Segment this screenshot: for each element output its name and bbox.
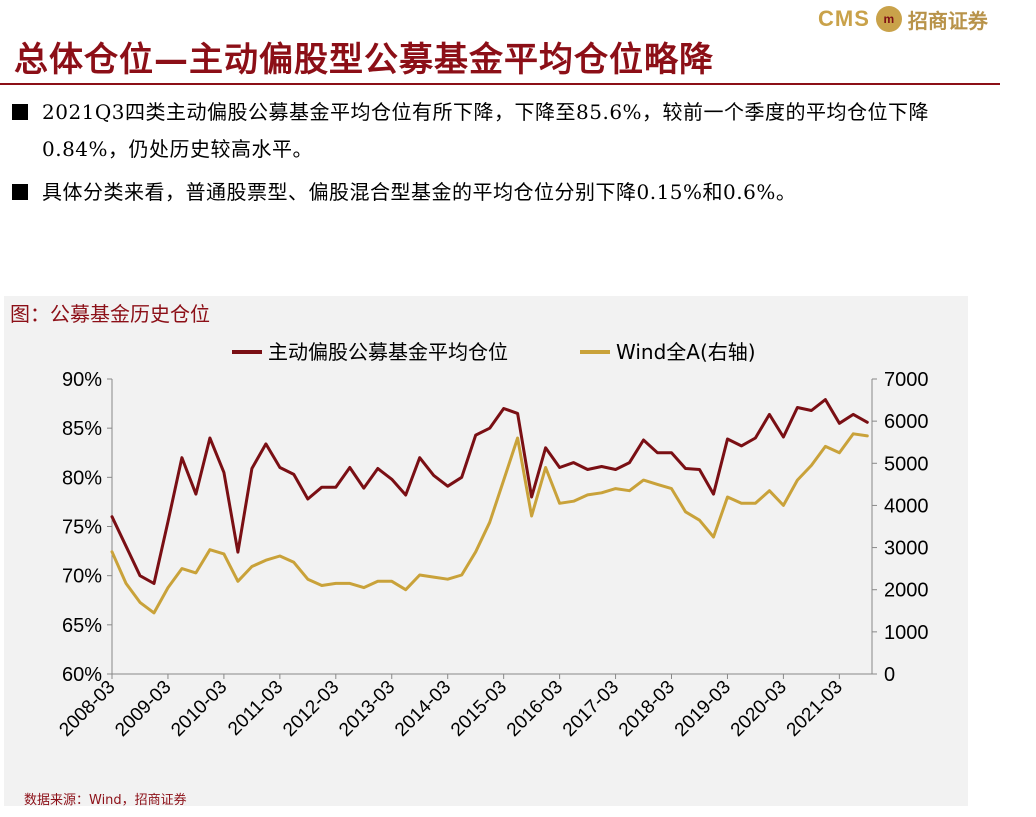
left-tick-label: 60% — [62, 664, 102, 686]
x-tick-label: 2014-03 — [391, 677, 455, 741]
bullet-list: 2021Q3四类主动偏股公募基金平均仓位有所下降，下降至85.6%，较前一个季度… — [12, 94, 1012, 217]
title-divider — [0, 83, 1000, 85]
left-tick-label: 65% — [62, 615, 102, 637]
right-tick-label: 7000 — [884, 369, 929, 391]
bullet-text: 具体分类来看，普通股票型、偏股混合型基金的平均仓位分别下降0.15%和0.6%。 — [42, 180, 797, 204]
left-tick-label: 70% — [62, 566, 102, 588]
square-bullet-icon — [12, 184, 28, 200]
right-tick-label: 5000 — [884, 453, 929, 475]
page-title: 总体仓位—主动偏股型公募基金平均仓位略降 — [14, 40, 714, 80]
square-bullet-icon — [12, 104, 28, 120]
x-tick-label: 2015-03 — [447, 677, 511, 741]
left-tick-label: 80% — [62, 467, 102, 489]
x-tick-label: 2013-03 — [335, 677, 399, 741]
left-tick-label: 85% — [62, 418, 102, 440]
x-tick-label: 2019-03 — [671, 677, 735, 741]
x-tick-label: 2008-03 — [55, 677, 119, 741]
right-tick-label: 0 — [884, 664, 895, 686]
logo-cms-text: CMS — [818, 6, 870, 31]
x-tick-label: 2018-03 — [615, 677, 679, 741]
left-tick-label: 75% — [62, 517, 102, 539]
right-tick-label: 2000 — [884, 580, 929, 602]
chart-caption: 图：公募基金历史仓位 — [10, 302, 210, 326]
bullet-item: 2021Q3四类主动偏股公募基金平均仓位有所下降，下降至85.6%，较前一个季度… — [12, 94, 1012, 168]
x-tick-label: 2009-03 — [111, 677, 175, 741]
legend-fund-position-label: 主动偏股公募基金平均仓位 — [268, 340, 508, 364]
brand-logo: CMS m 招商证券 — [818, 4, 988, 34]
logo-company-name: 招商证券 — [907, 8, 988, 33]
x-tick-label: 2017-03 — [559, 677, 623, 741]
x-tick-label: 2021-03 — [783, 677, 847, 741]
left-tick-label: 90% — [62, 369, 102, 391]
bullet-item: 具体分类来看，普通股票型、偏股混合型基金的平均仓位分别下降0.15%和0.6%。 — [12, 174, 1012, 211]
right-tick-label: 4000 — [884, 495, 929, 517]
right-tick-label: 1000 — [884, 622, 929, 644]
x-tick-label: 2010-03 — [167, 677, 231, 741]
legend-wind-all-a-label: Wind全A(右轴) — [616, 340, 756, 364]
x-tick-label: 2020-03 — [727, 677, 791, 741]
series-line-wind-all-a — [110, 432, 869, 615]
logo-mark-icon: m — [875, 6, 902, 32]
x-tick-label: 2016-03 — [503, 677, 567, 741]
right-tick-label: 6000 — [884, 411, 929, 433]
right-tick-label: 3000 — [884, 538, 929, 560]
source-note: 数据来源：Wind，招商证券 — [24, 793, 187, 808]
bullet-text: 2021Q3四类主动偏股公募基金平均仓位有所下降，下降至85.6%，较前一个季度… — [42, 100, 930, 161]
x-tick-label: 2012-03 — [279, 677, 343, 741]
chart-panel — [4, 296, 968, 806]
x-tick-label: 2011-03 — [224, 677, 287, 740]
series-line-fund-position — [110, 398, 869, 585]
